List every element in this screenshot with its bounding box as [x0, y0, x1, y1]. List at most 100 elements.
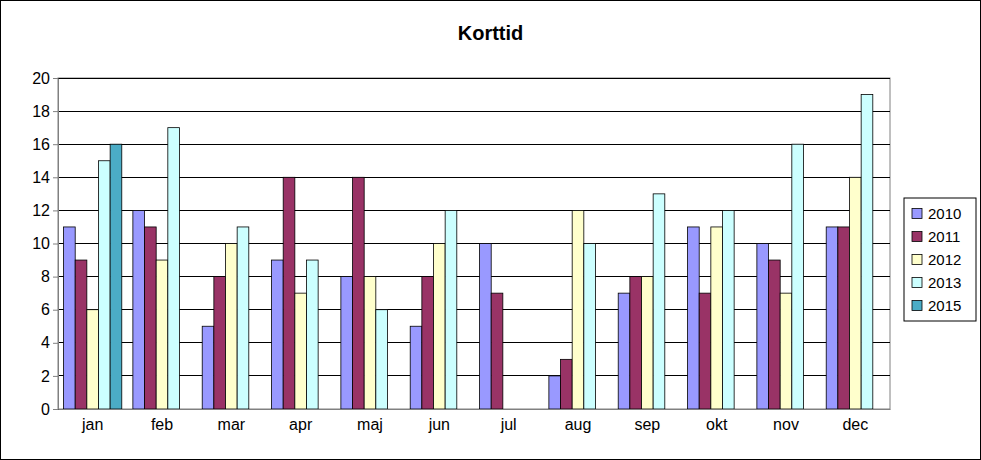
tick-label: 12: [32, 202, 50, 219]
tick-label: jul: [500, 416, 517, 433]
bar: [480, 244, 492, 410]
grid-line: [58, 177, 890, 178]
bar: [168, 128, 180, 409]
tick: nov: [773, 409, 799, 433]
tick-label: jan: [81, 416, 103, 433]
grid-line: [58, 78, 890, 79]
bar: [156, 260, 168, 409]
bar: [87, 310, 99, 409]
tick: jan: [81, 409, 103, 433]
tick-label: 18: [32, 103, 50, 120]
tick-label: feb: [151, 416, 173, 433]
tick: jun: [428, 409, 450, 433]
bar: [237, 227, 249, 409]
tick: 14: [32, 169, 58, 186]
tick: 16: [32, 136, 58, 153]
grid-line: [58, 210, 890, 211]
bar: [133, 210, 145, 409]
bar: [792, 144, 804, 409]
bar: [642, 277, 654, 409]
tick-mark: [53, 244, 58, 245]
bar: [688, 227, 700, 409]
bar: [722, 210, 734, 409]
tick: 18: [32, 103, 58, 120]
tick: 8: [41, 268, 58, 285]
bar: [584, 244, 596, 410]
bar: [202, 326, 214, 409]
chart-border: [1, 1, 981, 460]
grid-line: [58, 111, 890, 112]
tick-label: 2: [41, 368, 50, 385]
legend-swatch: [912, 278, 922, 288]
tick-label: sep: [634, 416, 660, 433]
legend-swatch: [912, 209, 922, 219]
bar: [295, 293, 307, 409]
tick-label: 4: [41, 334, 50, 351]
tick-label: maj: [357, 416, 383, 433]
tick-label: 14: [32, 169, 50, 186]
tick: 10: [32, 235, 58, 252]
bar: [64, 227, 76, 409]
tick-mark: [53, 409, 58, 410]
bar: [699, 293, 711, 409]
bar: [410, 326, 422, 409]
bar: [422, 277, 434, 409]
tick: 6: [41, 301, 58, 318]
tick: 12: [32, 202, 58, 219]
bar: [711, 227, 723, 409]
tick-mark: [53, 310, 58, 311]
bar: [341, 277, 353, 409]
axis-line: [58, 79, 59, 410]
bar: [306, 260, 318, 409]
tick: jul: [500, 409, 517, 433]
x-axis: jan feb mar apr maj jun jul aug sep okt nov dec: [59, 409, 891, 433]
bars: [64, 95, 873, 409]
bar: [353, 177, 365, 409]
legend-label: 2012: [928, 251, 961, 268]
bar: [630, 277, 642, 409]
plot-area: [58, 78, 890, 409]
tick: maj: [357, 409, 383, 433]
bar: [838, 227, 850, 409]
bar: [780, 293, 792, 409]
bar: [572, 210, 584, 409]
tick: mar: [218, 409, 246, 433]
tick-mark: [53, 111, 58, 112]
tick: 2: [41, 368, 58, 385]
bar: [434, 244, 446, 410]
bar: [850, 177, 862, 409]
legend-swatch: [912, 301, 922, 311]
bar: [226, 244, 238, 410]
bar: [98, 161, 110, 409]
tick: 0: [41, 401, 58, 418]
tick-label: 10: [32, 235, 50, 252]
bar: [145, 227, 157, 409]
tick-label: 8: [41, 268, 50, 285]
tick-mark: [53, 210, 58, 211]
y-axis: 0 2 4 6 8 10 12 14 16 18 20: [32, 70, 58, 418]
grid: [58, 78, 890, 409]
tick-label: jun: [428, 416, 450, 433]
tick: apr: [289, 409, 313, 433]
axis-line: [59, 409, 891, 410]
title: Korttid: [458, 22, 524, 44]
tick-label: 20: [32, 70, 50, 87]
tick: sep: [634, 409, 660, 433]
bar: [272, 260, 284, 409]
legend-swatch: [912, 255, 922, 265]
tick: 4: [41, 334, 58, 351]
bar: [826, 227, 838, 409]
tick-label: dec: [842, 416, 868, 433]
bar: [618, 293, 630, 409]
tick-mark: [53, 376, 58, 377]
tick: dec: [842, 409, 868, 433]
bar: [757, 244, 769, 410]
tick-label: okt: [706, 416, 728, 433]
tick-label: 6: [41, 301, 50, 318]
tick-label: nov: [773, 416, 799, 433]
chart: 0 2 4 6 8 10 12 14 16 18 20 jan feb mar apr maj jun jul au…: [0, 0, 981, 460]
legend-label: 2015: [928, 297, 961, 314]
tick: aug: [565, 409, 592, 433]
tick-mark: [53, 144, 58, 145]
bar: [861, 95, 873, 409]
